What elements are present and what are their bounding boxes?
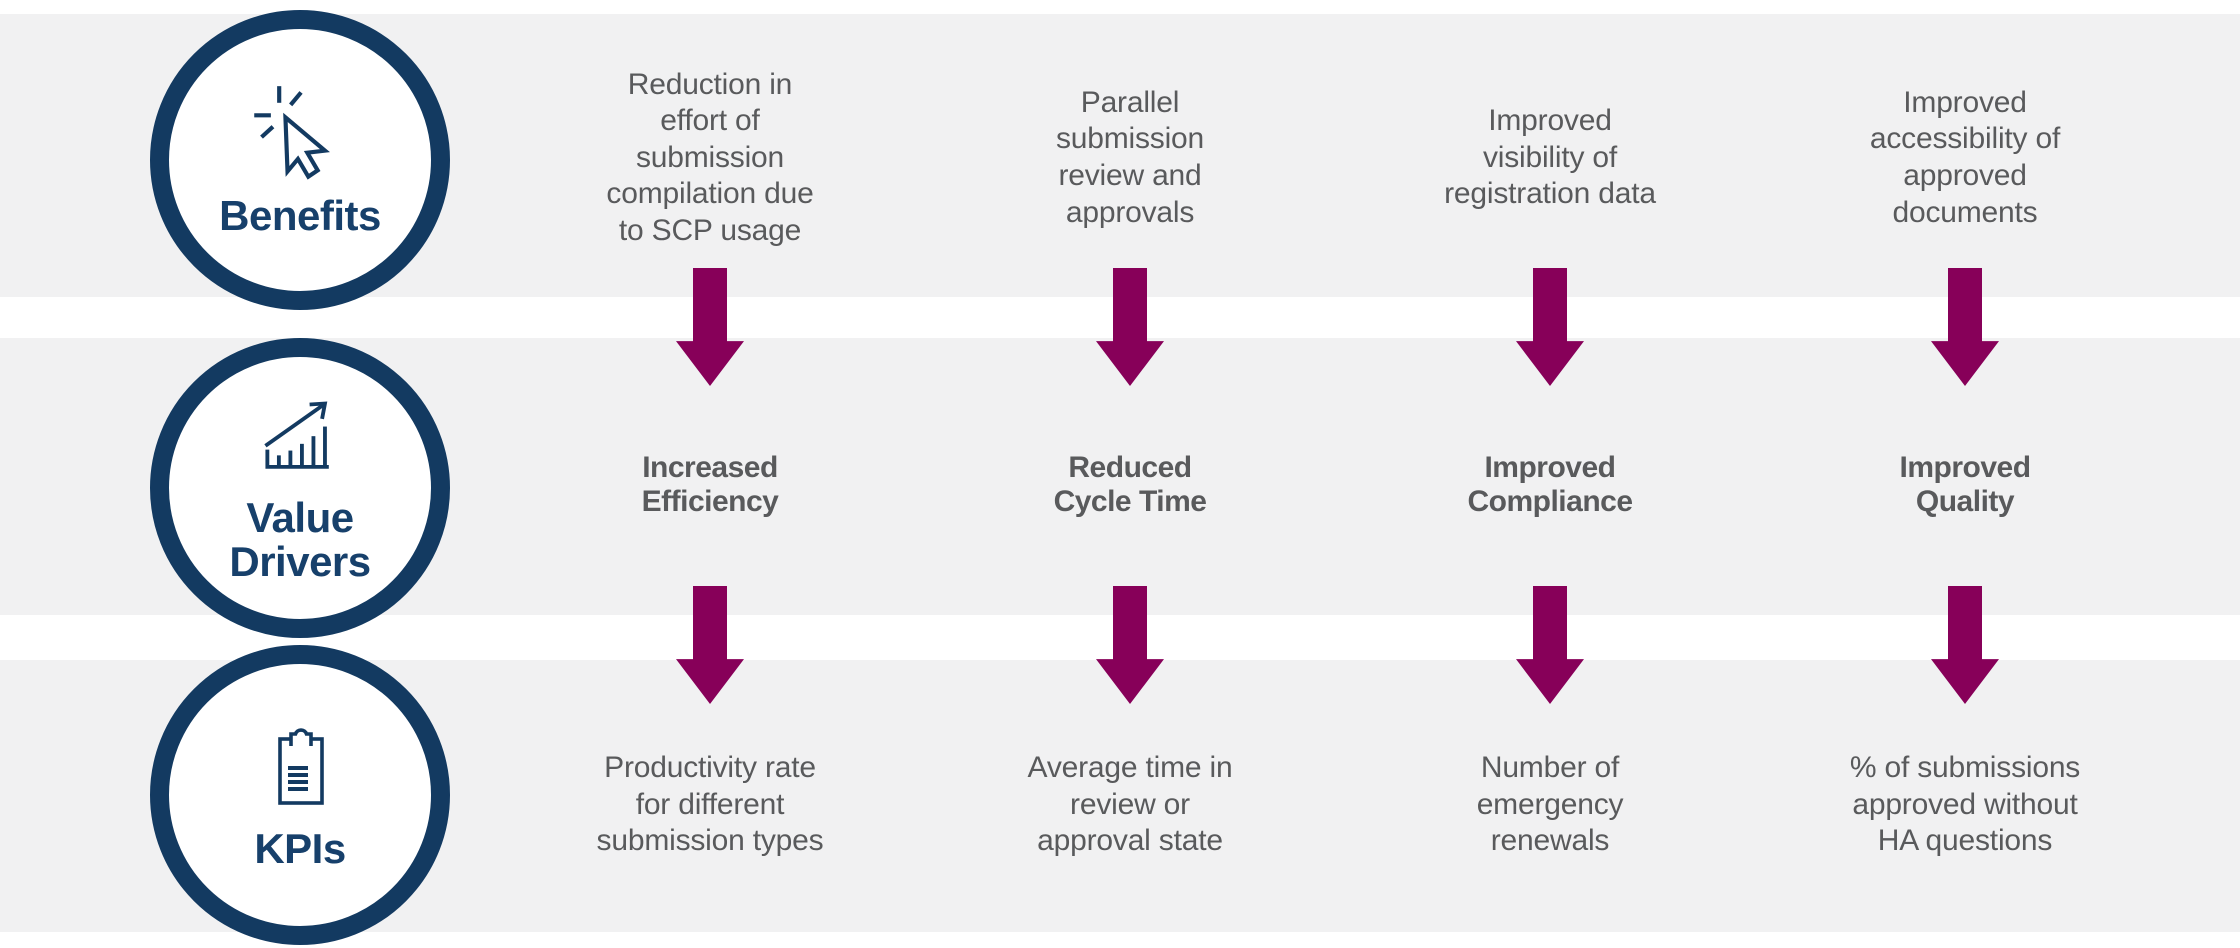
kpi-text-4: % of submissions approved without HA que…	[1849, 751, 2081, 858]
value-drivers-badge: Value Drivers	[150, 338, 450, 638]
growth-chart-icon	[252, 392, 348, 488]
value-driver-text-3: Improved Compliance	[1467, 451, 1633, 518]
kpis-badge-label: KPIs	[254, 825, 346, 873]
benefits-badge-label: Benefits	[219, 192, 381, 240]
benefit-text-3: Improved visibility of registration data	[1444, 104, 1656, 211]
clipboard-icon	[250, 719, 350, 819]
benefits-badge: Benefits	[150, 10, 450, 310]
value-drivers-badge-label: Value Drivers	[229, 494, 371, 585]
kpi-text-3: Number of emergency renewals	[1476, 751, 1624, 858]
value-driver-text-1: Increased Efficiency	[641, 451, 779, 518]
value-driver-text-2: Reduced Cycle Time	[1053, 451, 1207, 518]
benefit-text-1: Reduction in effort of submission compil…	[606, 67, 814, 247]
kpi-text-1: Productivity rate for different submissi…	[596, 751, 824, 858]
kpis-badge: KPIs	[150, 645, 450, 945]
benefit-text-2: Parallel submission review and approvals	[1055, 85, 1205, 229]
value-driver-text-4: Improved Quality	[1899, 451, 2031, 518]
cursor-click-icon	[248, 82, 352, 186]
kpi-text-2: Average time in review or approval state	[1027, 751, 1233, 858]
benefit-text-4: Improved accessibility of approved docum…	[1869, 85, 2061, 229]
